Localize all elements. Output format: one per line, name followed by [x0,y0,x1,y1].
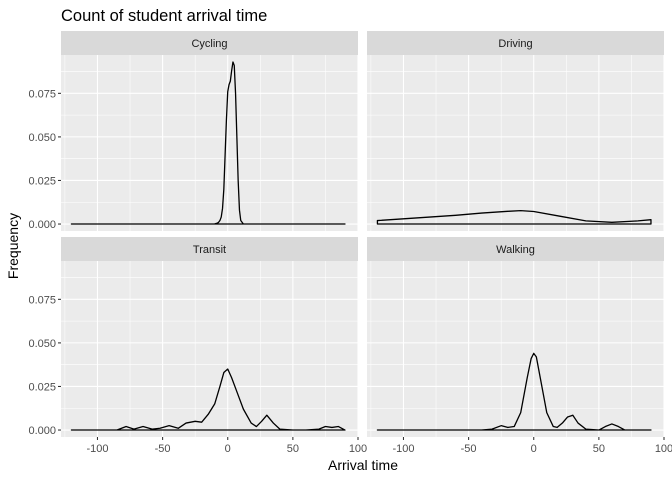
facet-strip [367,237,664,261]
y-axis: 0.000 0.025 0.050 0.075 0.000 0.025 0.050 0.075 [28,88,61,437]
x-tick-label: 100 [349,443,367,455]
x-axis: -100 -50 0 50 100 -100 -50 0 50 100 [86,437,672,455]
x-axis-title: Arrival time [328,457,398,473]
chart-title: Count of student arrival time [61,7,267,25]
y-tick-label: 0.050 [28,338,56,350]
facet-panel-driving: Driving [367,31,665,231]
y-tick-label: 0.000 [28,425,56,437]
facet-strip [61,31,358,55]
facet-panel-walking: Walking [367,237,665,437]
x-tick-label: 0 [225,443,231,455]
y-tick-label: 0.050 [28,132,56,144]
y-tick-label: 0.025 [28,381,56,393]
x-tick-label: 50 [593,443,605,455]
density-curve-cycling [70,61,346,225]
x-tick-label: -100 [392,443,414,455]
x-tick-label: -50 [155,443,171,455]
y-axis-title: Frequency [5,213,21,279]
facet-panel-transit: Transit [61,237,359,437]
panel-background [367,55,664,231]
panel-background [61,55,358,231]
x-tick-label: 100 [655,443,672,455]
x-tick-label: -50 [461,443,477,455]
y-tick-label: 0.075 [28,88,56,100]
facet-panel-cycling: Cycling [61,31,359,231]
x-tick-label: -100 [86,443,108,455]
facet-strip-label: Driving [498,38,532,50]
y-tick-label: 0.000 [28,219,56,231]
facet-strip [367,31,664,55]
facet-strip [61,237,358,261]
y-tick-label: 0.075 [28,294,56,306]
panel-background [61,261,358,437]
panel-background [367,261,664,437]
x-tick-label: 0 [531,443,537,455]
x-tick-label: 50 [287,443,299,455]
facet-strip-label: Cycling [191,38,227,50]
density-curve-transit [70,368,346,431]
facet-panels: Cycling Driving Transit Walking [61,31,665,437]
density-curve-driving [376,209,652,225]
y-tick-label: 0.025 [28,175,56,187]
density-curve-walking [376,352,652,431]
facet-strip-label: Transit [193,244,226,256]
facet-strip-label: Walking [496,244,535,256]
